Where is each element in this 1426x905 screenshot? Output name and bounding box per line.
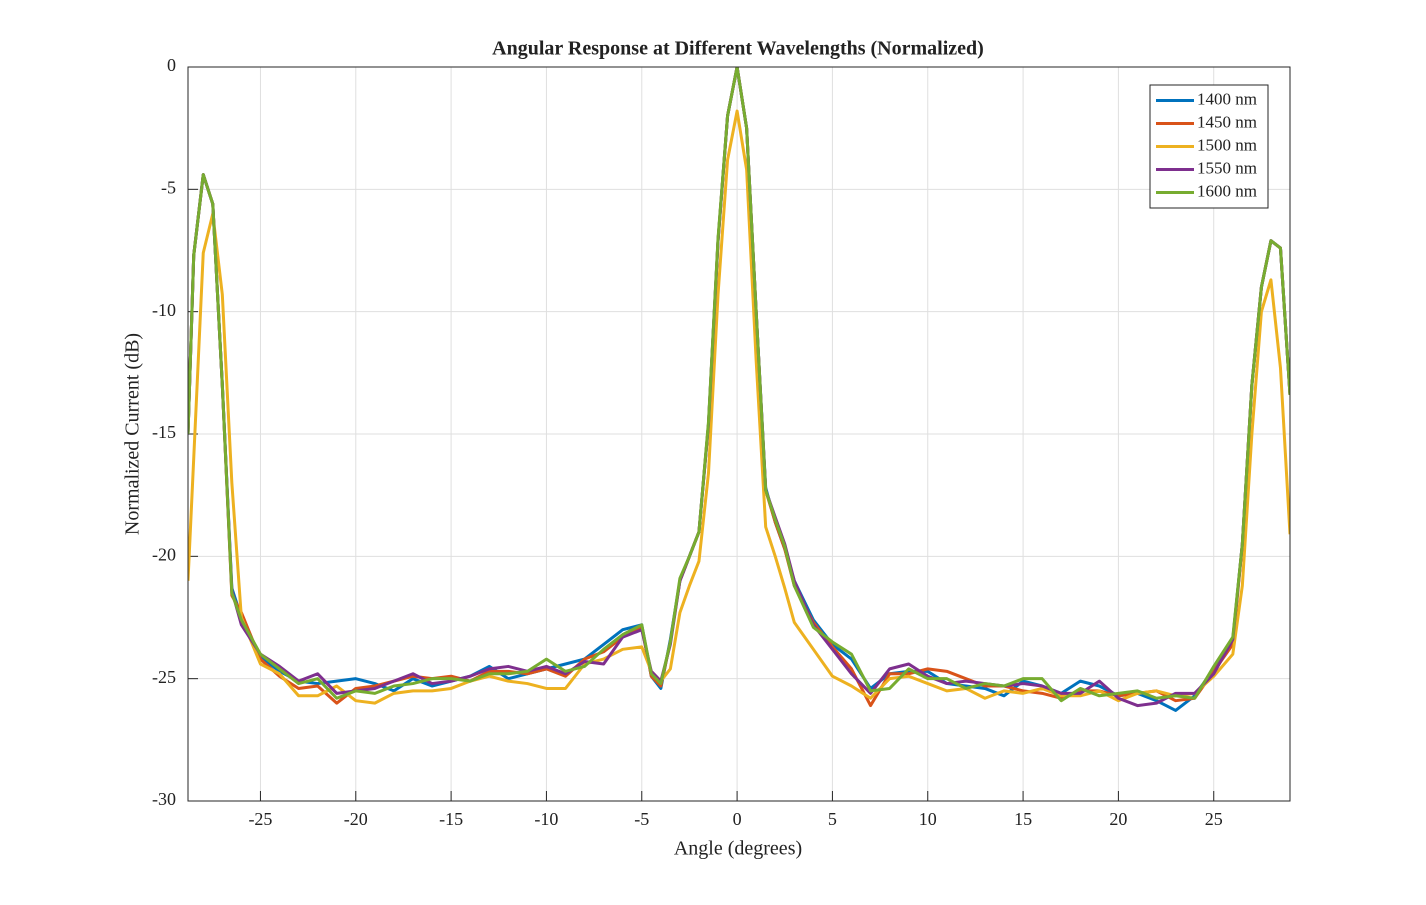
x-tick-label: -5 — [634, 809, 649, 829]
y-tick-label: -10 — [152, 300, 176, 320]
y-tick-label: 0 — [167, 55, 176, 75]
y-tick-label: -30 — [152, 789, 176, 809]
x-tick-label: 15 — [1014, 809, 1032, 829]
x-tick-label: -15 — [439, 809, 463, 829]
legend-label: 1400 nm — [1197, 89, 1257, 108]
x-tick-label: -25 — [248, 809, 272, 829]
series-line — [188, 67, 1290, 703]
x-tick-label: -10 — [534, 809, 558, 829]
legend-label: 1600 nm — [1197, 181, 1257, 200]
series-line — [188, 109, 1290, 705]
x-tick-label: 10 — [919, 809, 937, 829]
x-tick-label: -20 — [344, 809, 368, 829]
x-axis-label: Angle (degrees) — [674, 838, 802, 860]
legend-label: 1500 nm — [1197, 135, 1257, 154]
x-tick-label: 0 — [733, 809, 742, 829]
plot-lines — [188, 67, 1290, 712]
chart-title: Angular Response at Different Wavelength… — [492, 38, 984, 60]
y-tick-label: -25 — [152, 667, 176, 687]
y-tick-label: -15 — [152, 422, 176, 442]
legend-label: 1450 nm — [1197, 112, 1257, 131]
y-axis-label: Normalized Current (dB) — [122, 333, 144, 535]
y-tick-label: -20 — [152, 544, 176, 564]
plot-frame — [187, 66, 1291, 802]
x-tick-label: 25 — [1205, 809, 1223, 829]
y-tick-label: -5 — [161, 177, 176, 197]
x-tick-label: 5 — [828, 809, 837, 829]
legend-label: 1550 nm — [1197, 158, 1257, 177]
x-tick-label: 20 — [1109, 809, 1127, 829]
legend: 1400 nm 1450 nm 1500 nm 1550 nm 1600 nm — [1149, 84, 1269, 209]
